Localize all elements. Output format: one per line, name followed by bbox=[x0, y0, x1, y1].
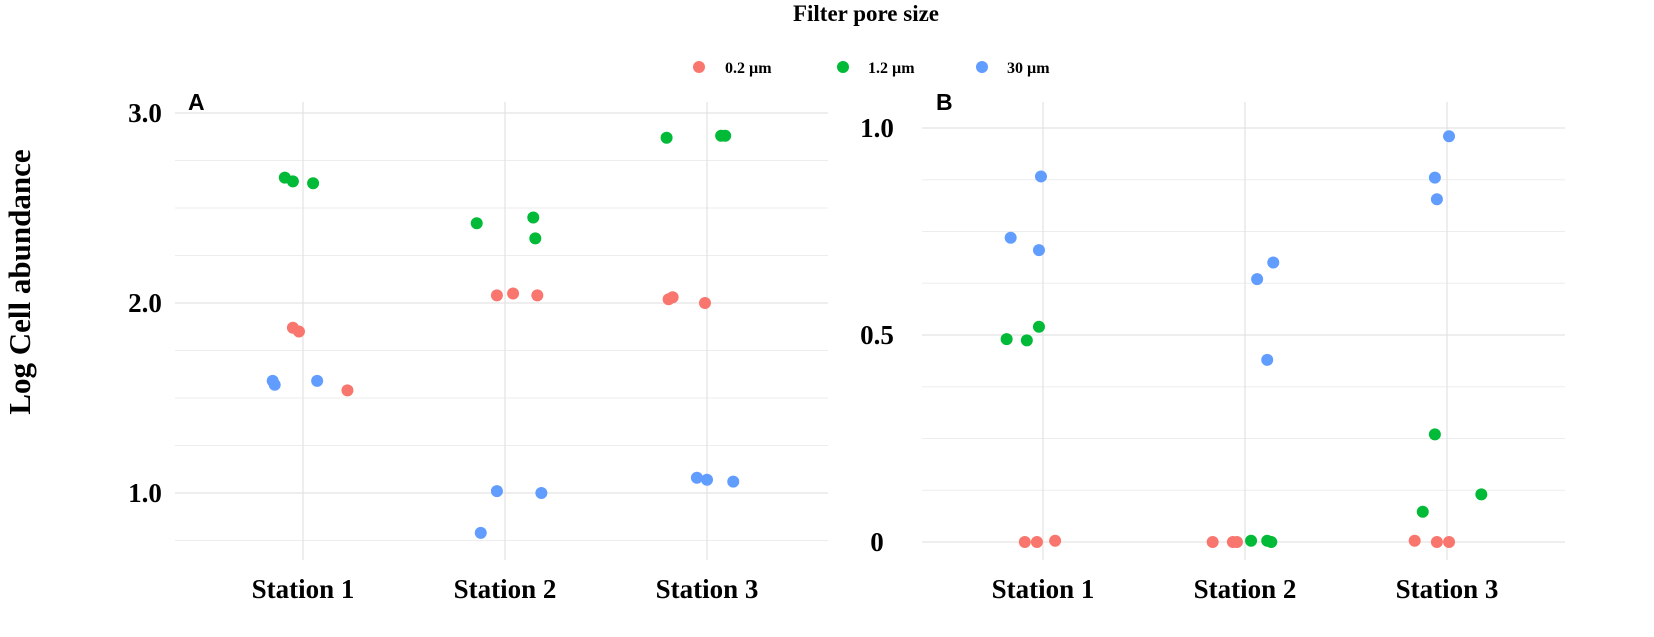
data-point bbox=[1428, 428, 1441, 441]
legend-title: Filter pore size bbox=[793, 1, 939, 26]
data-point bbox=[529, 232, 542, 245]
data-point bbox=[701, 473, 713, 486]
data-point bbox=[490, 289, 503, 302]
legend-label-0: 0.2 µm bbox=[725, 60, 772, 77]
x-tick-label: Station 3 bbox=[656, 574, 759, 604]
data-point bbox=[1443, 130, 1456, 143]
data-point bbox=[1428, 171, 1441, 184]
data-point bbox=[307, 177, 320, 190]
data-point bbox=[311, 374, 324, 387]
y-tick-label: 1.0 bbox=[128, 478, 162, 508]
data-point bbox=[268, 378, 281, 391]
data-point bbox=[1049, 534, 1062, 547]
data-point bbox=[490, 485, 503, 498]
data-point bbox=[341, 384, 354, 397]
data-point bbox=[527, 211, 540, 224]
data-point bbox=[1000, 333, 1013, 346]
x-tick-label: Station 1 bbox=[992, 574, 1095, 604]
legend-label-2: 30 µm bbox=[1007, 60, 1050, 77]
data-point bbox=[507, 287, 520, 300]
data-point bbox=[660, 131, 673, 144]
y-tick-label: 3.0 bbox=[128, 98, 162, 128]
y-axis-label: Log Cell abundance bbox=[2, 149, 37, 414]
data-point bbox=[1251, 273, 1264, 286]
data-point bbox=[1034, 170, 1047, 183]
data-point bbox=[1430, 193, 1443, 206]
data-point bbox=[286, 175, 299, 188]
panel-b: B 0 0.5 1.0 Station 1 Station 2 Station 3 bbox=[860, 89, 1565, 604]
legend-marker-0 bbox=[693, 61, 705, 73]
panel-b-y-ticks: 0 0.5 1.0 bbox=[860, 113, 894, 557]
data-point bbox=[1430, 536, 1443, 548]
x-tick-label: Station 2 bbox=[454, 574, 557, 604]
legend: 0.2 µm 1.2 µm 30 µm bbox=[693, 60, 1050, 77]
panel-a-points bbox=[266, 129, 740, 539]
data-point bbox=[531, 289, 544, 302]
data-point bbox=[535, 487, 548, 499]
data-point bbox=[719, 129, 732, 142]
data-point bbox=[727, 475, 740, 488]
data-point bbox=[1261, 353, 1274, 366]
data-point bbox=[1245, 534, 1258, 547]
x-tick-label: Station 3 bbox=[1396, 574, 1499, 604]
legend-marker-2 bbox=[976, 61, 988, 73]
panel-a: A 1.0 2.0 3.0 Station 1 Station 2 Station 3 bbox=[128, 89, 828, 604]
legend-item-0: 0.2 µm bbox=[693, 60, 772, 77]
data-point bbox=[1206, 536, 1219, 548]
x-tick-label: Station 1 bbox=[252, 574, 355, 604]
legend-marker-1 bbox=[837, 61, 849, 73]
data-point bbox=[1230, 536, 1243, 548]
data-point bbox=[1020, 334, 1033, 347]
data-point bbox=[1018, 536, 1031, 548]
data-point bbox=[1032, 320, 1045, 333]
data-point bbox=[1408, 534, 1421, 547]
panel-a-x-ticks: Station 1 Station 2 Station 3 bbox=[252, 574, 759, 604]
data-point bbox=[470, 217, 483, 230]
panel-a-tag: A bbox=[188, 89, 205, 115]
panel-b-x-ticks: Station 1 Station 2 Station 3 bbox=[992, 574, 1499, 604]
panel-a-y-ticks: 1.0 2.0 3.0 bbox=[128, 98, 162, 508]
panel-b-points bbox=[1000, 130, 1488, 548]
data-point bbox=[1030, 536, 1043, 548]
data-point bbox=[474, 526, 487, 539]
panel-b-tag: B bbox=[936, 89, 953, 115]
data-point bbox=[1443, 536, 1456, 548]
data-point bbox=[1267, 256, 1280, 269]
legend-item-2: 30 µm bbox=[976, 60, 1050, 77]
y-tick-label: 1.0 bbox=[860, 113, 894, 143]
data-point bbox=[1004, 231, 1017, 244]
data-point bbox=[1416, 505, 1429, 518]
data-point bbox=[1032, 244, 1045, 257]
legend-item-1: 1.2 µm bbox=[837, 60, 915, 77]
y-tick-label: 2.0 bbox=[128, 288, 162, 318]
data-point bbox=[690, 471, 703, 484]
x-tick-label: Station 2 bbox=[1194, 574, 1297, 604]
legend-label-1: 1.2 µm bbox=[868, 60, 915, 77]
data-point bbox=[1265, 536, 1278, 548]
panel-b-grid bbox=[922, 102, 1565, 560]
data-point bbox=[698, 297, 711, 309]
y-tick-label: 0 bbox=[870, 527, 884, 557]
data-point bbox=[292, 325, 305, 338]
y-tick-label: 0.5 bbox=[860, 320, 894, 350]
data-point bbox=[666, 291, 679, 304]
data-point bbox=[1475, 488, 1488, 501]
